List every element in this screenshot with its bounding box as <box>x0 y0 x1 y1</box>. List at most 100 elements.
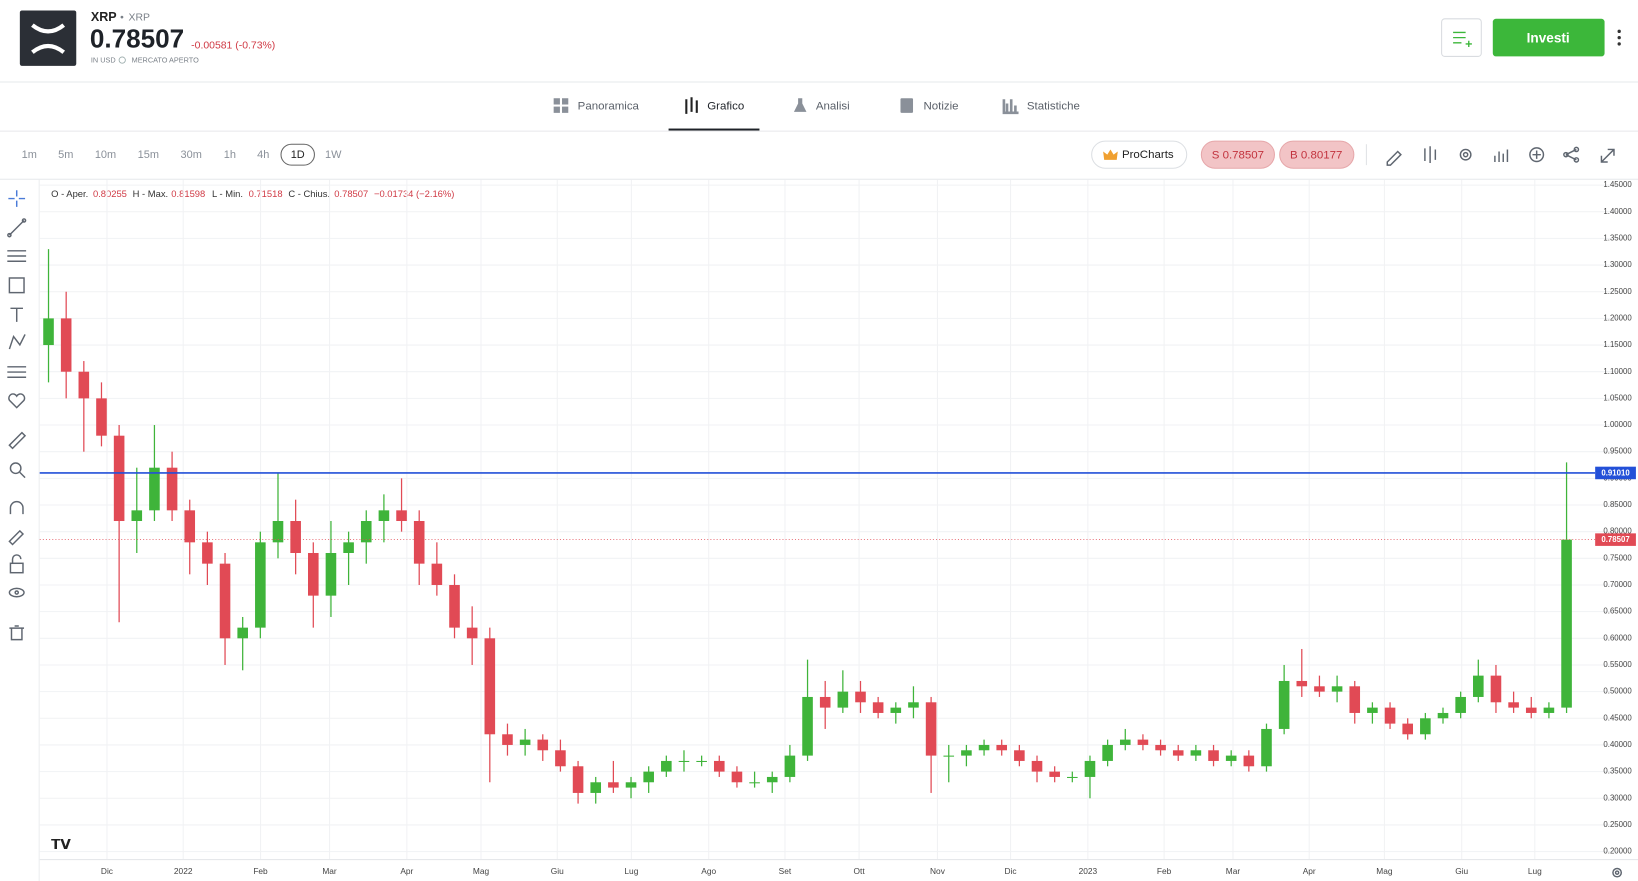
ohlc-legend: O - Aper. 0.80255 H - Max. 0.81598 L - M… <box>51 188 454 199</box>
timeframe[interactable]: 30m <box>180 149 201 161</box>
logo-icon <box>31 23 66 54</box>
y-tick-label: 1.40000 <box>1603 207 1632 216</box>
legend-change: −0.01734 (−2.16%) <box>374 188 454 199</box>
y-tick-label: 0.95000 <box>1603 447 1632 456</box>
candle-body <box>925 702 937 756</box>
x-tick-label: Giu <box>1455 866 1468 876</box>
candle-body <box>1384 707 1396 724</box>
candle-body <box>696 760 707 762</box>
candle-body <box>1296 680 1308 687</box>
candle-body <box>978 744 990 751</box>
timeframe-selected[interactable] <box>280 143 315 166</box>
x-tick-label: Set <box>779 866 792 876</box>
candle-body <box>1084 760 1096 777</box>
candle-body <box>43 318 54 346</box>
procharts-label: ProCharts <box>1122 149 1174 161</box>
candle-body <box>996 744 1008 751</box>
candle-body <box>1102 744 1113 761</box>
timeframe[interactable]: 1D <box>291 149 305 161</box>
x-tick-label: Ago <box>701 866 716 876</box>
timeframe[interactable]: 15m <box>138 149 159 161</box>
y-tick-label: 0.40000 <box>1603 740 1632 749</box>
y-tick-label: 1.35000 <box>1603 233 1632 242</box>
candle-body <box>837 691 849 708</box>
candle-body <box>625 782 637 788</box>
candle-body <box>872 702 884 713</box>
candle-body <box>343 542 354 553</box>
candle-body <box>1243 755 1255 767</box>
timeframe[interactable]: 1h <box>224 149 236 161</box>
tab-active[interactable]: Grafico <box>707 101 744 113</box>
candle-body <box>1278 680 1290 729</box>
more-menu[interactable] <box>1617 29 1621 46</box>
y-tick-label: 0.45000 <box>1603 713 1632 722</box>
y-tick-label: 0.30000 <box>1603 793 1632 802</box>
candle-body <box>1402 723 1413 735</box>
candle-body <box>1490 675 1502 703</box>
candle-body <box>961 750 972 756</box>
candle-body <box>78 371 90 399</box>
x-tick-label: Lug <box>624 866 638 876</box>
tradingview-logo[interactable]: 𝗧𝗩 <box>51 837 71 852</box>
invest-button[interactable] <box>1492 18 1605 57</box>
price-tag-label: 0.91010 <box>1601 469 1630 478</box>
tab[interactable]: Statistiche <box>1027 101 1080 113</box>
symbol: XRP <box>91 10 117 24</box>
candle-body <box>308 552 319 596</box>
y-tick-label: 1.15000 <box>1603 340 1632 349</box>
candle-body <box>396 510 407 522</box>
candle-body <box>255 542 266 628</box>
y-tick-label: 1.00000 <box>1603 420 1632 429</box>
timeframe[interactable]: 5m <box>58 149 73 161</box>
candle-body <box>149 467 160 511</box>
candle-body <box>1190 750 1202 756</box>
candle-body <box>766 776 778 783</box>
info-icon[interactable] <box>118 56 126 64</box>
candle-body <box>1067 776 1078 778</box>
candle-body <box>1473 675 1484 697</box>
tab[interactable]: Analisi <box>816 101 850 113</box>
sell-button[interactable] <box>1200 140 1275 169</box>
candle-body <box>555 750 566 767</box>
y-tick-label: 0.50000 <box>1603 687 1632 696</box>
x-tick-label: Mag <box>473 866 490 876</box>
candle-body <box>1137 739 1149 745</box>
y-tick-label: 1.25000 <box>1603 287 1632 296</box>
timeframe[interactable]: 1m <box>22 149 37 161</box>
x-tick-label: Apr <box>1303 866 1316 876</box>
x-tick-label: Dic <box>1005 866 1017 876</box>
candle-body <box>819 696 831 708</box>
y-tick-label: 0.25000 <box>1603 820 1632 829</box>
procharts-button[interactable] <box>1091 140 1188 169</box>
exchange: XRP <box>128 13 149 24</box>
price: 0.78507 <box>90 24 184 54</box>
candle-body <box>749 782 760 784</box>
x-tick-label: 2023 <box>1079 866 1098 876</box>
candle-body <box>131 510 143 522</box>
candle-body <box>678 760 690 762</box>
axis-settings[interactable] <box>1612 867 1623 878</box>
timeframe[interactable]: 10m <box>95 149 116 161</box>
candle-body <box>1367 707 1378 713</box>
tab[interactable]: Panoramica <box>578 101 640 113</box>
legend-value: 0.80255 <box>93 188 127 199</box>
y-tick-label: 0.65000 <box>1603 607 1632 616</box>
y-tick-label: 0.70000 <box>1603 580 1632 589</box>
x-tick-label: Ott <box>854 866 866 876</box>
tab[interactable]: Notizie <box>923 101 958 113</box>
timeframe[interactable]: 4h <box>257 149 269 161</box>
x-tick-label: Mag <box>1376 866 1393 876</box>
candle-body <box>1119 739 1131 745</box>
candle-body <box>378 510 390 522</box>
tab-underline <box>668 128 760 131</box>
timeframe[interactable]: 1W <box>325 149 342 161</box>
candle-body <box>943 755 955 757</box>
y-tick-label: 1.45000 <box>1603 180 1632 189</box>
candle-body <box>643 771 654 783</box>
candle-body <box>802 696 813 756</box>
candle-body <box>1172 750 1184 756</box>
candle-body <box>502 734 513 745</box>
buy-button[interactable] <box>1279 140 1355 169</box>
candle-body <box>325 552 337 596</box>
candle-body <box>413 521 425 564</box>
